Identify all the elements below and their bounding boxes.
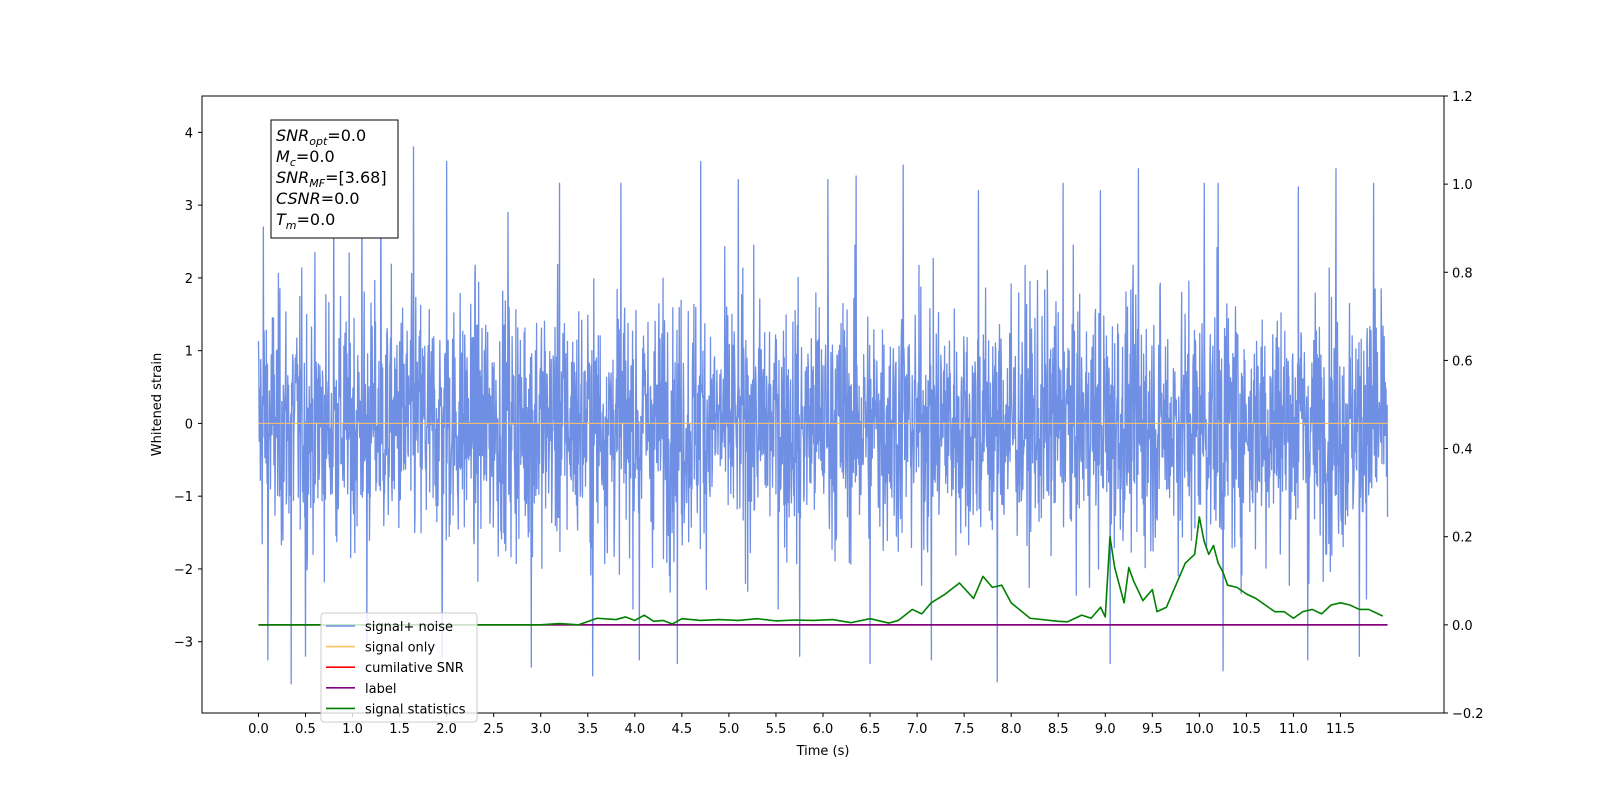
y2-tick-label: 1.0 <box>1452 178 1473 193</box>
x-tick-label: 1.0 <box>342 722 363 737</box>
x-tick-label: 2.0 <box>436 722 457 737</box>
x-tick-label: 11.5 <box>1326 722 1355 737</box>
series-signal-statistics <box>258 516 1384 626</box>
y2-tick-label: 0.0 <box>1452 619 1473 634</box>
x-tick-label: 10.5 <box>1232 722 1261 737</box>
legend: signal+ noise signal only cumilative SNR la… <box>320 612 478 723</box>
y-tick-label: 1 <box>185 345 193 360</box>
x-tick-label: 6.0 <box>813 722 834 737</box>
y2-tick-label: 0.4 <box>1452 443 1473 458</box>
legend-entry: signal+ noise <box>365 620 453 635</box>
y-tick-label: 0 <box>185 417 193 432</box>
y-axis-label: Whitened strain <box>150 353 165 456</box>
annotation-line: CSNR=0.0 <box>276 189 360 208</box>
y-tick-label: −2 <box>174 563 193 578</box>
x-tick-label: 7.0 <box>907 722 928 737</box>
x-tick-label: 8.5 <box>1048 722 1069 737</box>
axes-layer: 0.0 0.5 1.0 1.5 2.0 2.5 3.0 3.5 4.0 4.5 5.0 5.5 6.0 6… <box>174 90 1484 737</box>
x-tick-label: 6.5 <box>860 722 881 737</box>
x-tick-label: 10.0 <box>1185 722 1214 737</box>
series-signal-plus-noise <box>257 146 1389 685</box>
series-layer <box>257 146 1389 685</box>
x-tick-label: 11.0 <box>1279 722 1308 737</box>
y-tick-label: 3 <box>185 199 193 214</box>
x-tick-label: 7.5 <box>954 722 975 737</box>
y-tick-label: −3 <box>174 636 193 651</box>
y2-tick-label: 0.2 <box>1452 531 1473 546</box>
x-tick-label: 1.5 <box>389 722 410 737</box>
legend-entry: signal only <box>365 641 435 656</box>
legend-frame <box>320 612 478 723</box>
x-tick-label: 9.5 <box>1142 722 1163 737</box>
annotation-line: Tm=0.0 <box>276 210 335 232</box>
y2-tick-label: 0.6 <box>1452 354 1473 369</box>
x-tick-label: 3.5 <box>577 722 598 737</box>
y2-tick-label: 0.8 <box>1452 266 1473 281</box>
y-tick-label: 2 <box>185 272 193 287</box>
legend-entry: signal statistics <box>365 702 466 717</box>
annotation-line: SNRMF=[3.68] <box>276 168 387 190</box>
x-tick-label: 3.0 <box>530 722 551 737</box>
x-tick-label: 4.0 <box>624 722 645 737</box>
x-tick-label: 5.5 <box>766 722 787 737</box>
y2-tick-label: 1.2 <box>1452 90 1473 105</box>
y2-tick-label: −0.2 <box>1452 707 1484 722</box>
legend-entry: label <box>365 682 396 697</box>
annotation-frame <box>270 119 399 239</box>
x-tick-label: 4.5 <box>672 722 693 737</box>
y-tick-label: 4 <box>185 126 193 141</box>
x-tick-label: 5.0 <box>719 722 740 737</box>
x-tick-label: 8.0 <box>1001 722 1022 737</box>
annotation-line: SNRopt=0.0 <box>276 126 366 148</box>
x-tick-label: 0.0 <box>248 722 269 737</box>
y-tick-label: −1 <box>174 490 193 505</box>
x-tick-label: 9.0 <box>1095 722 1116 737</box>
x-tick-label: 0.5 <box>295 722 316 737</box>
annotation-line: Mc=0.0 <box>276 147 335 169</box>
x-axis-label: Time (s) <box>796 744 850 759</box>
legend-entry: cumilative SNR <box>365 661 464 676</box>
x-tick-label: 2.5 <box>483 722 504 737</box>
